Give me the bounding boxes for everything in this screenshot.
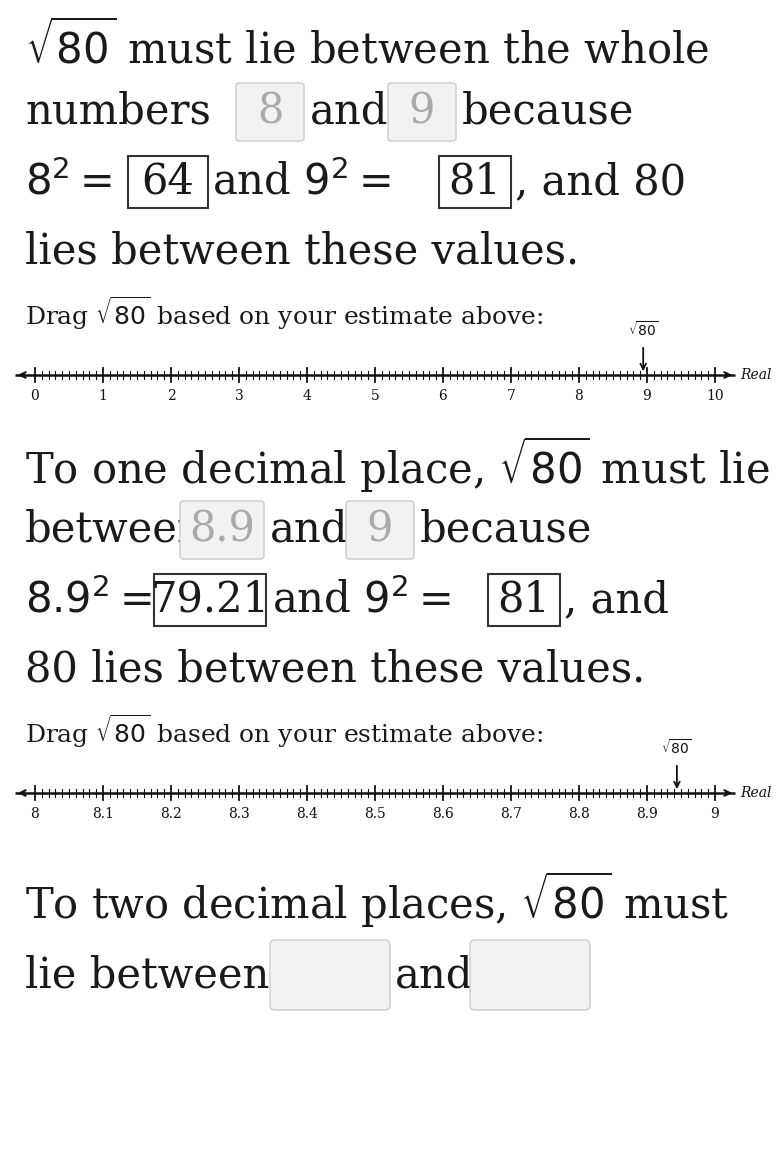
Text: lies between these values.: lies between these values. [25,231,579,273]
Text: 3: 3 [234,389,243,403]
Bar [128,156,208,208]
Text: 7: 7 [506,389,515,403]
Text: 8.6: 8.6 [432,807,454,821]
Text: 8.7: 8.7 [500,807,522,821]
FancyBboxPatch shape [388,83,456,141]
Text: To two decimal places, $\sqrt{80}$ must: To two decimal places, $\sqrt{80}$ must [25,870,729,931]
FancyBboxPatch shape [270,940,390,1010]
Text: because: because [462,90,634,133]
FancyBboxPatch shape [180,501,264,559]
Text: 8: 8 [257,90,283,133]
Text: and: and [310,90,389,133]
FancyBboxPatch shape [346,501,414,559]
Text: 8.9: 8.9 [189,509,255,551]
Text: 10: 10 [706,389,724,403]
Text: 4: 4 [303,389,311,403]
Text: 80 lies between these values.: 80 lies between these values. [25,649,645,691]
Text: , and: , and [564,579,669,622]
Text: Drag $\sqrt{80}$ based on your estimate above:: Drag $\sqrt{80}$ based on your estimate … [25,294,543,331]
Text: 8.2: 8.2 [160,807,182,821]
Text: and $9^2=$: and $9^2=$ [212,161,390,203]
Text: and $9^2=$: and $9^2=$ [272,579,451,622]
Text: 8: 8 [575,389,583,403]
Text: 6: 6 [438,389,448,403]
Text: Real: Real [740,786,771,800]
Text: Real: Real [740,368,771,382]
Text: $\sqrt{80}$: $\sqrt{80}$ [662,738,692,757]
Text: 81: 81 [448,161,502,203]
Text: 1: 1 [99,389,107,403]
Text: 9: 9 [367,509,394,551]
Text: , and 80: , and 80 [515,161,686,203]
Text: 8.8: 8.8 [568,807,590,821]
Bar [488,575,560,626]
Text: and: and [270,509,349,551]
FancyBboxPatch shape [236,83,304,141]
Bar [154,575,266,626]
Text: 8.9: 8.9 [636,807,658,821]
FancyBboxPatch shape [470,940,590,1010]
Text: $\sqrt{80}$: $\sqrt{80}$ [628,320,659,340]
Text: lie between: lie between [25,954,270,996]
Text: Drag $\sqrt{80}$ based on your estimate above:: Drag $\sqrt{80}$ based on your estimate … [25,712,543,750]
Text: 8.1: 8.1 [92,807,114,821]
Text: 9: 9 [710,807,720,821]
Text: numbers: numbers [25,90,211,133]
Text: 2: 2 [167,389,176,403]
Text: 8.5: 8.5 [364,807,386,821]
Text: between: between [25,509,205,551]
Text: 81: 81 [498,579,550,622]
Text: 8: 8 [31,807,39,821]
Text: $8^2=$: $8^2=$ [25,161,112,203]
Text: 8.3: 8.3 [228,807,250,821]
Text: and: and [395,954,474,996]
Text: 0: 0 [31,389,39,403]
Text: 8.4: 8.4 [296,807,318,821]
Bar [439,156,511,208]
Text: 5: 5 [371,389,379,403]
Text: 9: 9 [408,90,435,133]
Text: because: because [420,509,593,551]
Text: 9: 9 [643,389,652,403]
Text: 79.21: 79.21 [151,579,270,622]
Text: 64: 64 [142,161,194,203]
Text: $8.9^2=$: $8.9^2=$ [25,579,152,622]
Text: To one decimal place, $\sqrt{80}$ must lie: To one decimal place, $\sqrt{80}$ must l… [25,435,770,495]
Text: $\sqrt{80}$ must lie between the whole: $\sqrt{80}$ must lie between the whole [25,21,709,73]
